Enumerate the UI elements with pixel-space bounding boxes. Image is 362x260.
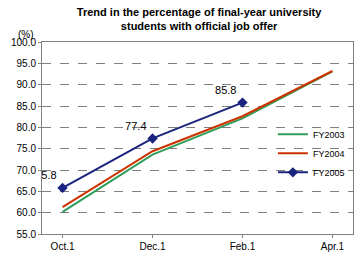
svg-text:Trend in the percentage of fin: Trend in the percentage of final-year un… — [77, 6, 322, 32]
svg-text:100.0: 100.0 — [11, 37, 36, 48]
svg-text:55.0: 55.0 — [17, 229, 37, 240]
svg-text:FY2003: FY2003 — [313, 130, 345, 140]
svg-text:95.0: 95.0 — [17, 58, 37, 69]
svg-text:65.0: 65.0 — [17, 186, 37, 197]
svg-text:(%): (%) — [18, 29, 34, 40]
svg-text:65.8: 65.8 — [42, 169, 57, 181]
svg-text:75.0: 75.0 — [17, 143, 37, 154]
svg-text:77.4: 77.4 — [125, 120, 146, 132]
svg-text:60.0: 60.0 — [17, 207, 37, 218]
svg-text:80.0: 80.0 — [17, 122, 37, 133]
svg-text:Apr.1: Apr.1 — [321, 241, 345, 252]
svg-text:70.0: 70.0 — [17, 165, 37, 176]
svg-text:Dec.1: Dec.1 — [139, 241, 166, 252]
svg-text:85.8: 85.8 — [215, 84, 236, 96]
svg-text:FY2004: FY2004 — [313, 149, 345, 159]
svg-text:90.0: 90.0 — [17, 79, 37, 90]
svg-text:Feb.1: Feb.1 — [230, 241, 256, 252]
svg-text:85.0: 85.0 — [17, 101, 37, 112]
svg-text:FY2005: FY2005 — [313, 168, 345, 178]
svg-text:Oct.1: Oct.1 — [51, 241, 75, 252]
